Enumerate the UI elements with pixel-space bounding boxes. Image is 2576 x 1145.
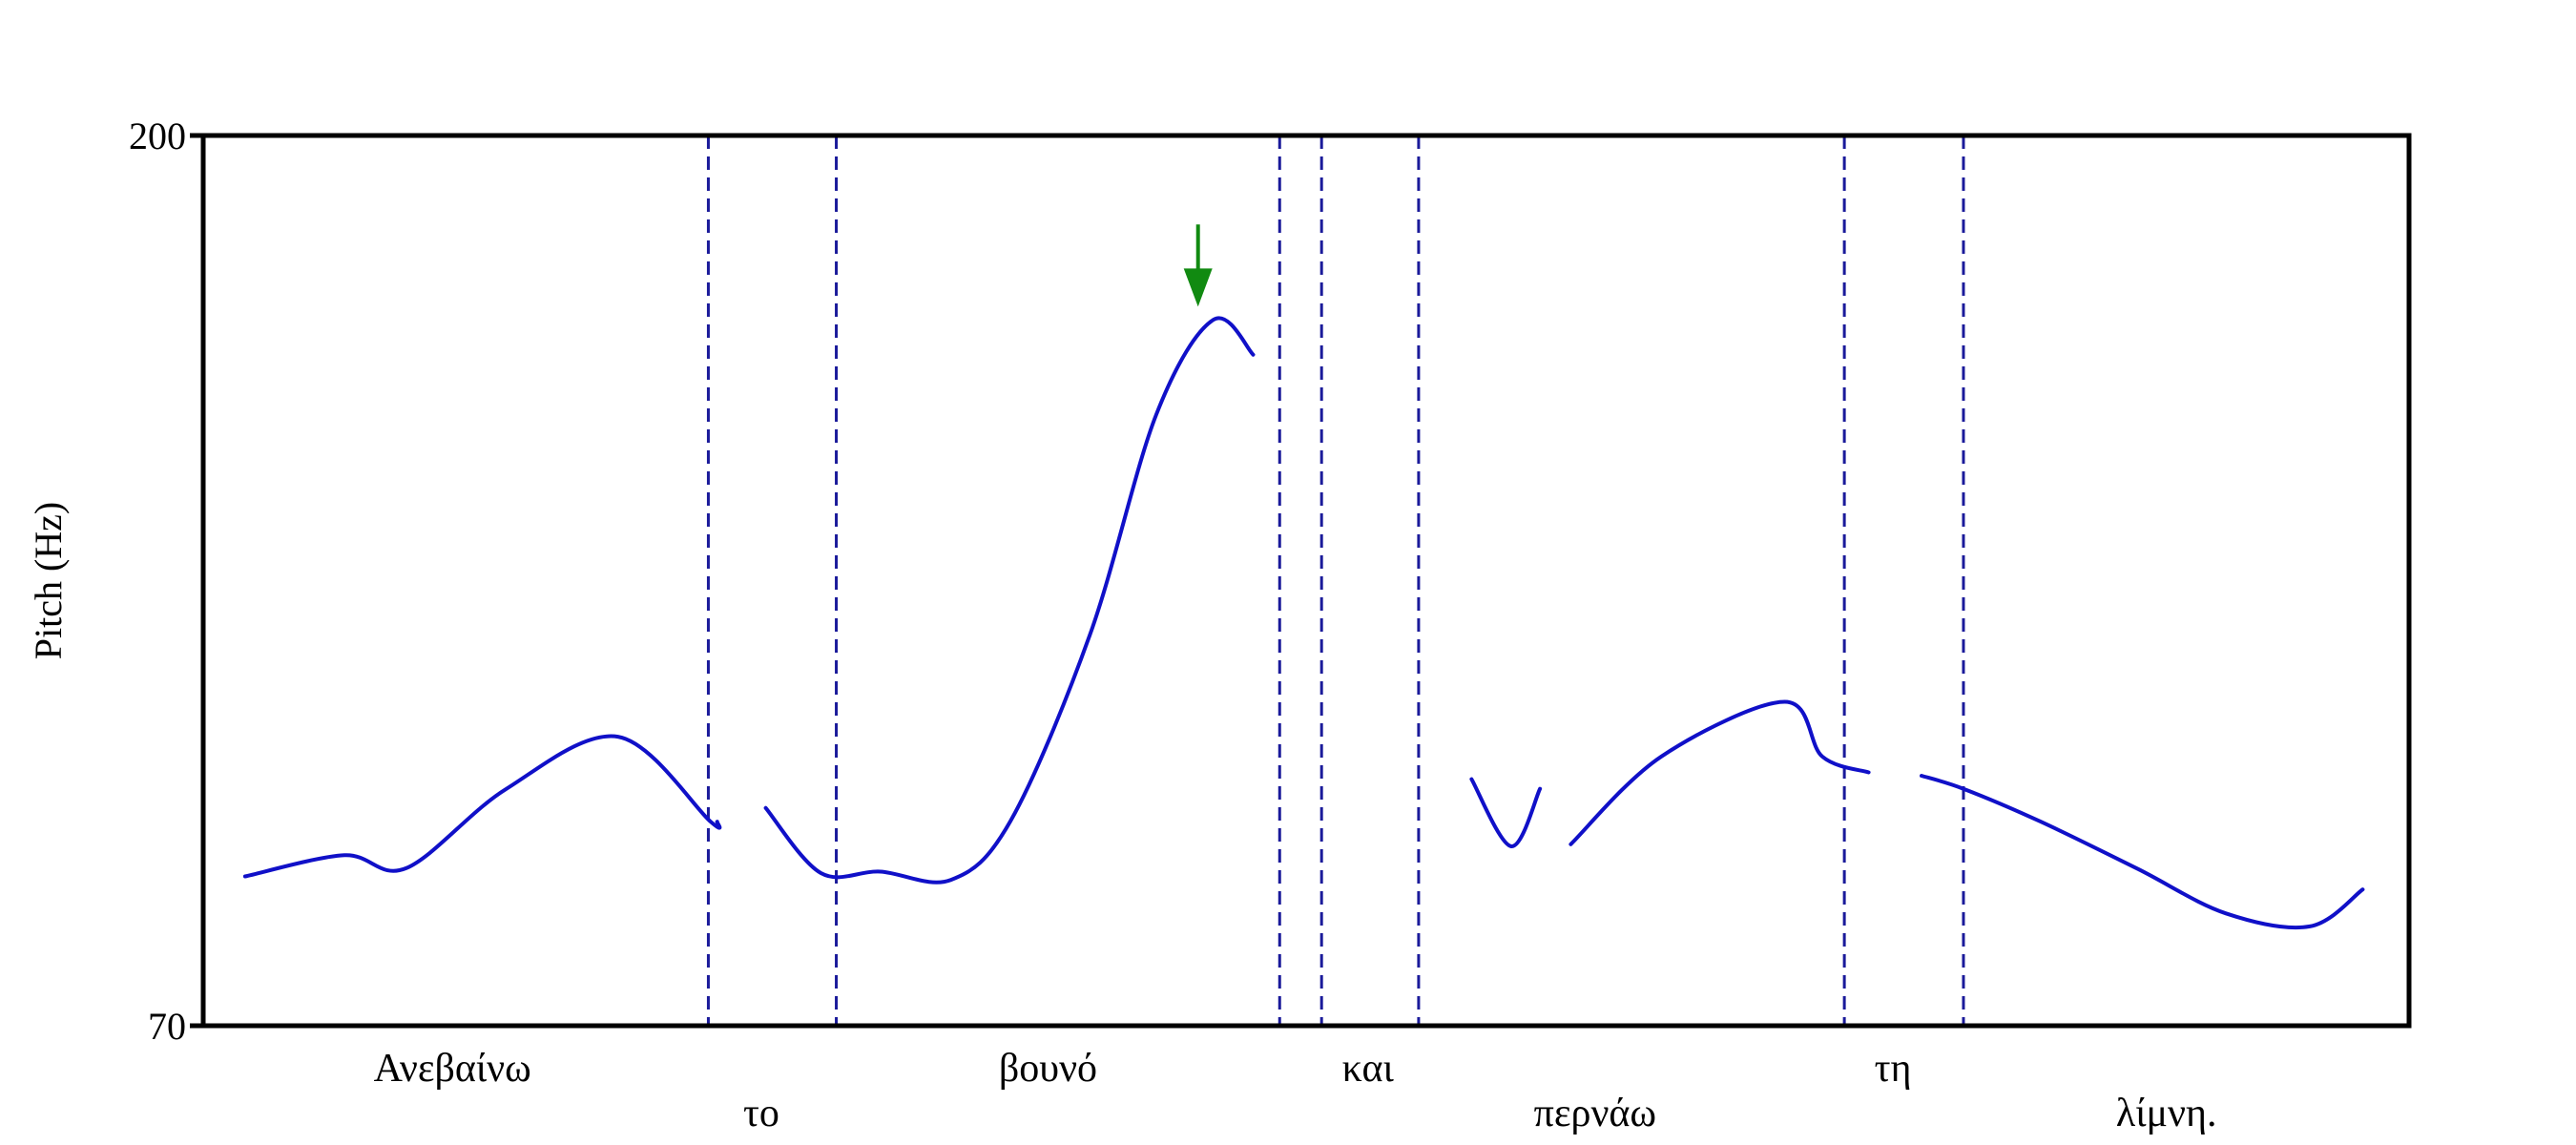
word-label: Ανεβαίνω [374, 1047, 531, 1091]
y-tick-label: 70 [148, 1005, 186, 1048]
pitch-contour-segment-1 [242, 734, 722, 879]
plot-frame [200, 133, 2412, 1029]
y-tick-label: 200 [129, 114, 186, 157]
word-labels: Ανεβαίνω το βουνό και περνάω τη λίμνη. [374, 1047, 2217, 1135]
pitch-contour-segment-2 [763, 316, 1256, 885]
word-label: λίμνη. [2116, 1092, 2217, 1135]
word-label: τη [1875, 1047, 1912, 1091]
pitch-contours [242, 316, 2365, 930]
annotation-arrow [1183, 224, 1213, 307]
y-axis-ticks: 200 70 [129, 114, 203, 1048]
word-label: και [1342, 1047, 1395, 1091]
y-axis-title: Pitch (Hz) [27, 502, 70, 660]
word-label: το [743, 1092, 779, 1135]
word-label: περνάω [1534, 1092, 1656, 1135]
pitch-contour-segment-5 [1920, 774, 2365, 930]
pitch-contour-segment-4 [1568, 699, 1871, 846]
arrow-head [1183, 268, 1213, 307]
word-boundaries [706, 135, 1965, 1026]
pitch-contour-segment-3 [1469, 777, 1543, 848]
word-label: βουνό [999, 1047, 1097, 1091]
